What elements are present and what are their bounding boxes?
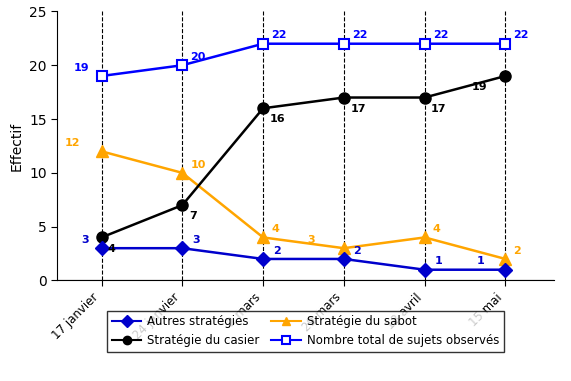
Text: 10: 10 (190, 160, 206, 170)
Text: 22: 22 (352, 30, 367, 40)
Text: 22: 22 (433, 30, 448, 40)
Text: 3: 3 (308, 235, 315, 245)
Text: 1: 1 (477, 256, 485, 266)
Text: 7: 7 (189, 211, 196, 221)
Text: 22: 22 (513, 30, 529, 40)
Text: 12: 12 (65, 138, 81, 148)
Text: 3: 3 (81, 235, 89, 245)
Legend: Autres stratégies, Stratégie du casier, Stratégie du sabot, Nombre total de suje: Autres stratégies, Stratégie du casier, … (107, 311, 504, 352)
Text: 19: 19 (73, 63, 89, 73)
Text: 2: 2 (353, 246, 361, 256)
Text: 19: 19 (472, 82, 487, 92)
Y-axis label: Effectif: Effectif (10, 121, 23, 171)
Text: 4: 4 (433, 224, 441, 234)
Text: 4: 4 (271, 224, 279, 234)
Text: 2: 2 (273, 246, 280, 256)
Text: 22: 22 (271, 30, 287, 40)
Text: 3: 3 (192, 235, 200, 245)
Text: 20: 20 (190, 52, 206, 62)
Text: 2: 2 (513, 246, 521, 256)
Text: 17: 17 (351, 104, 366, 114)
Text: 1: 1 (435, 256, 442, 266)
Text: 16: 16 (270, 114, 285, 125)
Text: 17: 17 (431, 104, 447, 114)
Text: 4: 4 (108, 243, 116, 254)
